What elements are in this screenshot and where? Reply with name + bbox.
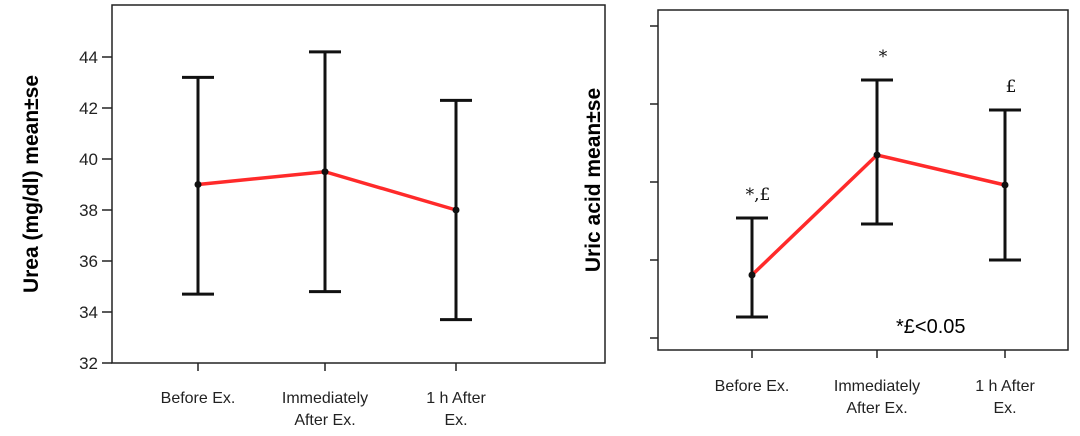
- mean-point: [748, 271, 756, 279]
- significance-note: *£<0.05: [896, 316, 966, 338]
- y-tick-label: 34: [79, 303, 98, 322]
- y-tick-label: 36: [79, 252, 98, 271]
- significance-marker: *,£: [746, 185, 771, 205]
- x-category-label: Immediately: [282, 390, 368, 407]
- x-category-label: Immediately: [834, 378, 920, 395]
- x-category-label: 1 h After: [975, 378, 1035, 395]
- plot-frame: [111, 4, 606, 364]
- y-tick-label: 38: [79, 201, 98, 220]
- mean-point: [194, 181, 202, 188]
- x-category-label: After Ex.: [846, 400, 907, 417]
- mean-point: [321, 168, 329, 176]
- significance-marker: £: [1006, 77, 1017, 97]
- x-category-label: Before Ex.: [715, 378, 790, 395]
- y-tick-label: 44: [79, 48, 98, 67]
- x-category-label: Before Ex.: [161, 390, 236, 407]
- x-category-label: Ex.: [993, 400, 1016, 417]
- uric-acid-chart: Uric acid mean±se Before Ex. Immediately Af…: [582, 9, 1069, 417]
- y-axis-label: Uric acid mean±se: [582, 88, 605, 272]
- mean-point: [1001, 181, 1009, 189]
- y-tick-label: 42: [79, 99, 98, 118]
- x-category-label: 1 h After: [426, 390, 486, 407]
- x-category-label: Ex.: [444, 412, 467, 429]
- y-tick-label: 32: [79, 354, 98, 373]
- note-box: [874, 292, 1048, 346]
- x-category-label: After Ex.: [294, 412, 355, 429]
- mean-point: [452, 206, 460, 214]
- mean-point: [873, 151, 881, 159]
- y-axis-label: Urea (mg/dl) mean±se: [20, 75, 43, 293]
- y-tick-label: 40: [79, 150, 98, 169]
- significance-marker: *: [879, 47, 888, 67]
- urea-chart: 32 34 36 38 40 42 44 Urea (mg/dl) mean±se Before…: [20, 4, 606, 429]
